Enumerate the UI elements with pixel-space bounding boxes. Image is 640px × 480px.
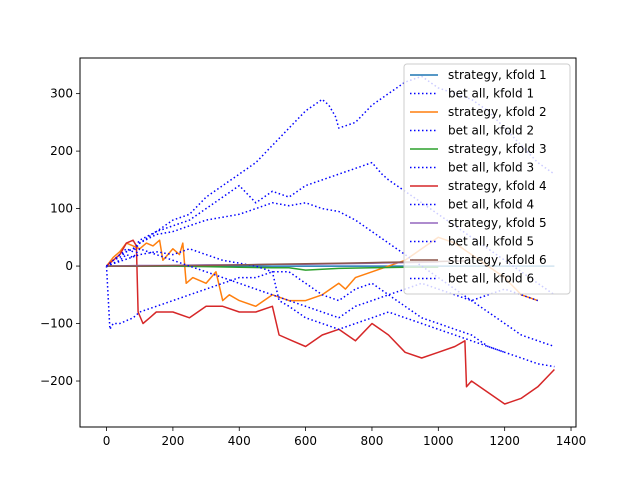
x-tick-label: 1000 bbox=[423, 434, 454, 448]
plot-frame bbox=[79, 57, 577, 428]
legend-label-bet-all-kfold-4: bet all, kfold 4 bbox=[448, 198, 534, 212]
series-line-bet-all-kfold-3 bbox=[105, 266, 505, 354]
series-line-bet-all-kfold-6 bbox=[106, 248, 539, 319]
legend-label-bet-all-kfold-6: bet all, kfold 6 bbox=[448, 272, 534, 286]
legend-label-strategy-kfold-5: strategy, kfold 5 bbox=[448, 216, 547, 230]
y-tick-label: 100 bbox=[50, 202, 73, 216]
x-tick-label: 800 bbox=[361, 434, 384, 448]
x-tick-label: 1400 bbox=[556, 434, 587, 448]
series-line-strategy-kfold-4 bbox=[106, 239, 555, 405]
y-tick-label: 300 bbox=[50, 87, 73, 101]
y-tick-label: 200 bbox=[50, 144, 73, 158]
legend-label-bet-all-kfold-3: bet all, kfold 3 bbox=[448, 161, 534, 175]
legend-label-strategy-kfold-6: strategy, kfold 6 bbox=[448, 253, 547, 267]
series-line-bet-all-kfold-4 bbox=[106, 202, 555, 348]
x-tick-label: 600 bbox=[294, 434, 317, 448]
legend-label-bet-all-kfold-5: bet all, kfold 5 bbox=[448, 235, 534, 249]
x-tick-label: 200 bbox=[161, 434, 184, 448]
series-line-bet-all-kfold-5 bbox=[106, 248, 555, 368]
legend-label-strategy-kfold-2: strategy, kfold 2 bbox=[448, 105, 547, 119]
legend-label-strategy-kfold-4: strategy, kfold 4 bbox=[448, 179, 547, 193]
x-tick-label: 400 bbox=[228, 434, 251, 448]
legend-label-bet-all-kfold-2: bet all, kfold 2 bbox=[448, 124, 534, 138]
legend-box bbox=[403, 63, 571, 295]
legend-label-strategy-kfold-3: strategy, kfold 3 bbox=[448, 142, 547, 156]
y-tick-label: −100 bbox=[40, 317, 73, 331]
y-tick-label: −200 bbox=[40, 374, 73, 388]
legend-label-bet-all-kfold-1: bet all, kfold 1 bbox=[448, 87, 534, 101]
y-tick-label: 0 bbox=[65, 259, 73, 273]
x-tick-label: 1200 bbox=[489, 434, 520, 448]
y-axis: −200 −100 0 100 200 300 bbox=[40, 87, 80, 388]
legend: strategy, kfold 1 bet all, kfold 1 strateg… bbox=[403, 63, 571, 295]
x-tick-label: 0 bbox=[103, 434, 111, 448]
legend-label-strategy-kfold-1: strategy, kfold 1 bbox=[448, 68, 547, 82]
x-axis: 0 200 400 600 800 1000 1200 1400 bbox=[103, 427, 587, 448]
